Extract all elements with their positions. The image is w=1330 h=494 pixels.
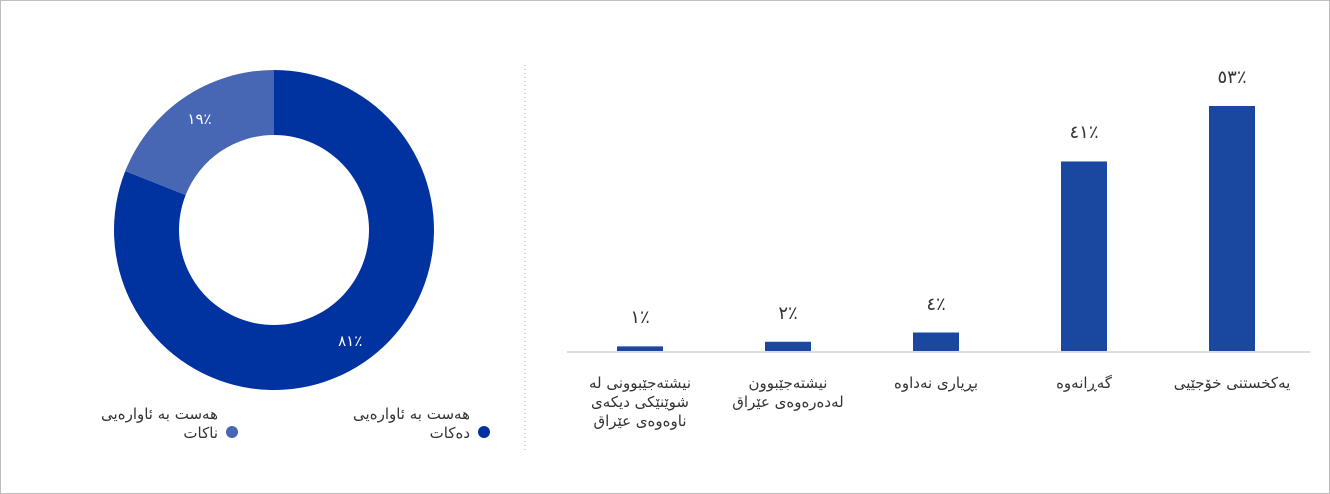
donut-slice xyxy=(113,70,434,390)
bar xyxy=(1209,106,1255,351)
bar xyxy=(1061,161,1107,351)
category-label: یەکخستنی خۆجێیی xyxy=(1173,374,1291,392)
category-label: نیشتەجێبوون لەدەرەوەی عێراق xyxy=(732,374,844,411)
legend-marker xyxy=(478,426,490,438)
bar xyxy=(765,341,811,351)
category-label: گەڕانەوە xyxy=(1056,374,1112,392)
bar-value-label: ٪١ xyxy=(630,307,650,329)
bar xyxy=(913,332,959,351)
category-label: نیشتەجێبوونی لە شوێنێکی دیکەی ناوەوەی عێ… xyxy=(588,374,692,430)
bar xyxy=(617,346,663,351)
legend-label: هەست بە ئاوارەیی دەکات xyxy=(353,405,470,442)
slice-label: ٪١٩ xyxy=(187,110,212,129)
legend-marker xyxy=(226,426,238,438)
legend-label: هەست بە ئاوارەیی ناکات xyxy=(101,405,218,442)
bar-value-label: ٪٢ xyxy=(778,302,798,324)
bar-value-label: ٪٤١ xyxy=(1069,122,1099,144)
category-label: بڕیاری نەداوە xyxy=(894,374,978,392)
donut-slice xyxy=(125,70,274,196)
bar-value-label: ٪٥٣ xyxy=(1217,67,1247,88)
bar-value-label: ٪٤ xyxy=(926,293,946,315)
slice-label: ٪٨١ xyxy=(338,332,363,351)
